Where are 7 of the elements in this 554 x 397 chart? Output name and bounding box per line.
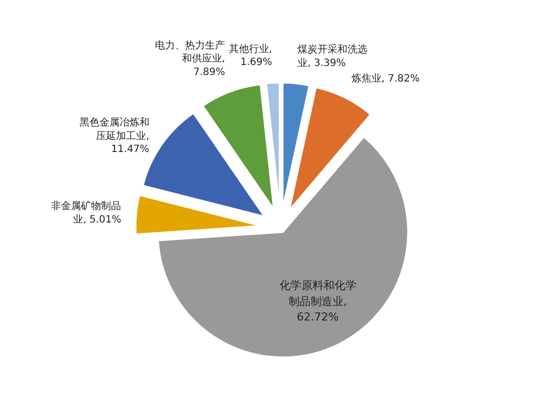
slice-label: 黑色金属冶炼和压延加工业, 11.47%	[79, 116, 150, 156]
slice-label: 化学原料和化学制品制造业, 62.72%	[279, 279, 356, 324]
slice-label: 炼焦业, 7.82%	[352, 72, 420, 84]
slice-label: 其他行业, 1.69%	[228, 42, 272, 68]
slice-label: 煤炭开采和洗选业, 3.39%	[298, 44, 368, 69]
slice-label: 非金属矿物制品业, 5.01%	[51, 200, 122, 226]
slice-label: 电力、热力生产和供应业, 7.89%	[155, 39, 226, 78]
